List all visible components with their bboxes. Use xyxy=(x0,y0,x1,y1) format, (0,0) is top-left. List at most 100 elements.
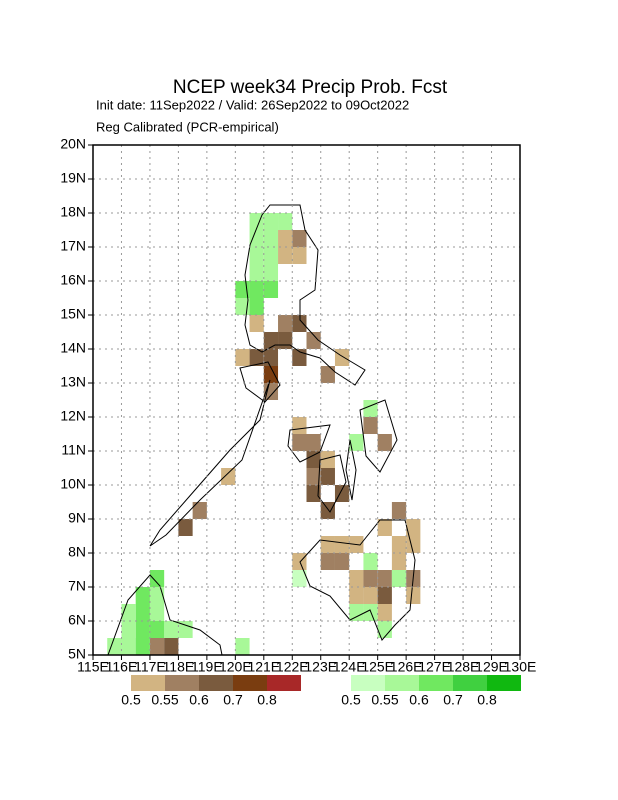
grid-cell xyxy=(235,349,250,366)
grid-cell xyxy=(349,434,364,451)
grid-cell xyxy=(306,468,321,485)
grid-cell xyxy=(164,638,179,655)
grid-cell xyxy=(377,604,392,621)
coastlines xyxy=(107,204,416,656)
y-tick-label: 19N xyxy=(60,170,86,186)
coastline xyxy=(299,519,416,641)
grid-cell xyxy=(306,451,321,468)
x-tick-label: 130E xyxy=(504,659,537,675)
legend-swatch xyxy=(419,675,453,691)
x-tick-label: 115E xyxy=(77,659,109,675)
x-tick-label: 127E xyxy=(418,659,451,675)
legend-swatch xyxy=(131,675,165,691)
grid-cell xyxy=(192,502,207,519)
y-tick-label: 8N xyxy=(68,544,86,560)
coastline xyxy=(244,204,366,386)
y-tick-label: 13N xyxy=(60,374,86,390)
legend-swatch xyxy=(453,675,487,691)
grid-cell xyxy=(334,536,350,553)
x-tick-label: 122E xyxy=(276,659,309,675)
x-tick-label: 125E xyxy=(361,659,394,675)
y-tick-label: 6N xyxy=(68,612,86,628)
x-tick-label: 119E xyxy=(191,659,223,675)
y-tick-label: 9N xyxy=(68,510,86,526)
grid-cell xyxy=(278,332,293,349)
coastline xyxy=(149,379,271,547)
grid-cell xyxy=(135,621,150,638)
grid-cell xyxy=(363,570,378,587)
chart-title: NCEP week34 Precip Prob. Fcst xyxy=(173,77,448,98)
grid-cell xyxy=(406,536,421,553)
grid-cell xyxy=(149,604,165,621)
grid-cell xyxy=(349,587,364,604)
grid-cell xyxy=(121,638,136,655)
grid-cell xyxy=(278,213,293,230)
note: Reg Calibrated (PCR-empirical) xyxy=(96,119,279,134)
grid-cell xyxy=(334,553,350,570)
grid-cell xyxy=(278,247,293,264)
x-tick-label: 126E xyxy=(390,659,423,675)
grid-cell xyxy=(135,604,150,621)
grid-cell xyxy=(278,315,293,332)
legend-label: 0.8 xyxy=(257,692,277,708)
coastline xyxy=(317,454,347,513)
grid-cell xyxy=(377,587,392,604)
axes: 115E116E117E118E119E120E121E122E123E124E… xyxy=(60,136,536,675)
grid-cell xyxy=(377,434,392,451)
grid-cell xyxy=(391,553,407,570)
legend-swatch xyxy=(233,675,267,691)
grid-cell xyxy=(292,315,307,332)
grid-cell xyxy=(249,264,264,281)
grid-cell xyxy=(278,230,293,247)
grid-cell xyxy=(306,485,321,502)
grid-cell xyxy=(320,451,335,468)
legend-label: 0.55 xyxy=(151,692,178,708)
x-tick-label: 118E xyxy=(163,659,195,675)
grid-cell xyxy=(292,570,307,587)
grid-cell xyxy=(292,247,307,264)
grid-cell xyxy=(306,332,321,349)
grid-cell xyxy=(306,434,321,451)
x-tick-label: 124E xyxy=(333,659,366,675)
grid-cell xyxy=(292,434,307,451)
grid-cell xyxy=(135,638,150,655)
subtitle: Init date: 11Sep2022 / Valid: 26Sep2022 … xyxy=(96,97,409,112)
x-tick-label: 116E xyxy=(106,659,138,675)
grid-cell xyxy=(349,604,364,621)
grid-cell xyxy=(149,587,165,604)
legend-label: 0.5 xyxy=(341,692,361,708)
grid-cell xyxy=(164,621,179,638)
y-tick-label: 17N xyxy=(60,238,86,254)
grid-cell xyxy=(263,247,279,264)
coastline xyxy=(287,424,331,463)
grid-cell xyxy=(235,638,250,655)
grid-cell xyxy=(235,298,250,315)
grid-cell xyxy=(363,400,378,417)
grid-cell xyxy=(263,264,279,281)
legend-swatch xyxy=(351,675,385,691)
grid-cell xyxy=(320,502,335,519)
legend-swatch xyxy=(165,675,199,691)
legend-label: 0.6 xyxy=(409,692,429,708)
legend: 0.5 0.55 0.6 0.7 0.8 0.5 0.55 0.6 0.7 0.8 xyxy=(121,675,521,708)
grid-cell xyxy=(249,230,264,247)
grid-cell xyxy=(377,621,392,638)
legend-label: 0.6 xyxy=(189,692,209,708)
grid-cell xyxy=(249,349,264,366)
grid-cell xyxy=(391,536,407,553)
x-tick-label: 123E xyxy=(304,659,337,675)
grid-cell xyxy=(263,230,279,247)
grid-cell xyxy=(320,536,335,553)
grid-cell xyxy=(391,502,407,519)
legend-label: 0.7 xyxy=(223,692,243,708)
grid-cell xyxy=(363,587,378,604)
grid-cell xyxy=(249,247,264,264)
legend-swatch xyxy=(267,675,301,691)
plot-frame xyxy=(92,144,521,656)
x-tick-label: 128E xyxy=(447,659,480,675)
grid-cell xyxy=(263,349,279,366)
legend-swatch xyxy=(487,675,521,691)
legend-label: 0.7 xyxy=(443,692,463,708)
